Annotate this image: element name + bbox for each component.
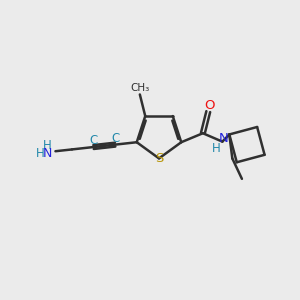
Text: H: H [43,139,51,152]
Text: CH₃: CH₃ [130,83,149,93]
Text: N: N [219,132,229,145]
Text: C: C [111,131,119,145]
Text: C: C [89,134,98,147]
Text: N: N [42,147,52,160]
Text: S: S [155,152,164,165]
Text: O: O [204,98,215,112]
Text: H: H [35,147,44,160]
Text: H: H [212,142,220,155]
